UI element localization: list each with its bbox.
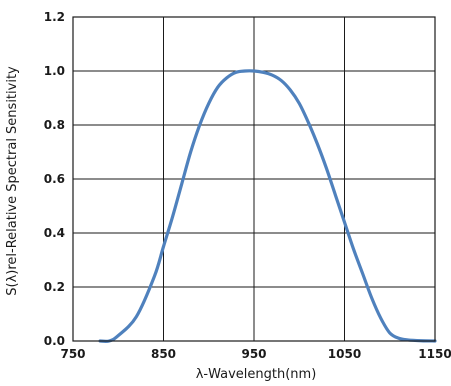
sensitivity-curve [98, 69, 437, 343]
y-tick-label: 1.0 [44, 64, 65, 78]
y-tick-label: 0.4 [44, 226, 65, 240]
x-tick-label: 850 [151, 347, 176, 361]
x-tick-label: 950 [241, 347, 266, 361]
grid-lines [73, 17, 435, 341]
y-tick-label: 1.2 [44, 10, 65, 24]
plot-border [72, 16, 436, 342]
plot-frame [72, 16, 436, 342]
y-tick-label: 0.2 [44, 280, 65, 294]
y-tick-label: 0.8 [44, 118, 65, 132]
y-tick-label: 0.0 [44, 334, 65, 348]
plot-area [98, 69, 437, 343]
x-tick-label: 1150 [418, 347, 451, 361]
y-tick-label: 0.6 [44, 172, 65, 186]
x-tick-label: 750 [60, 347, 85, 361]
x-axis-title: λ-Wavelength(nm) [196, 367, 317, 382]
x-axis-ticks: 750 850 950 1050 1150 [60, 347, 451, 361]
x-tick-label: 1050 [328, 347, 361, 361]
y-axis-ticks: 0.0 0.2 0.4 0.6 0.8 1.0 1.2 [44, 10, 65, 348]
y-axis-title: S(λ)rel-Relative Spectral Sensitivity [5, 66, 20, 296]
